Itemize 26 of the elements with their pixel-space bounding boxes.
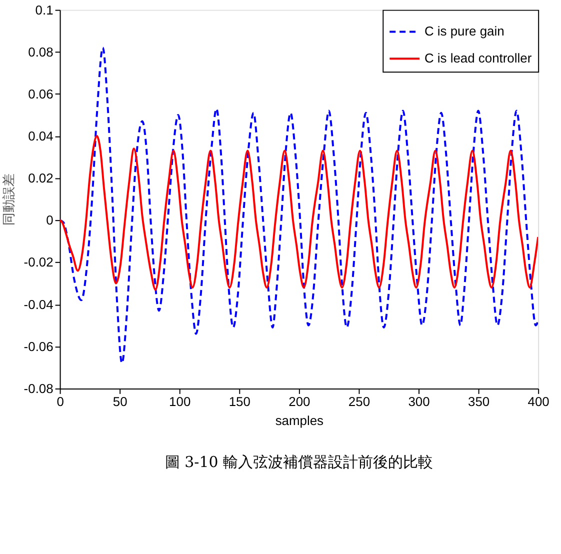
- line-series: [60, 135, 538, 291]
- caption: 圖 3-10 輸入弦波補償器設計前後的比較: [164, 453, 433, 472]
- x-tick-label: 350: [468, 394, 490, 409]
- x-tick-label: 200: [288, 394, 310, 409]
- y-tick-label: 0.1: [35, 2, 54, 18]
- y-tick-label: 0.04: [28, 128, 54, 144]
- y-tick-label: -0.08: [24, 380, 54, 396]
- y-tick-label: -0.02: [24, 254, 54, 270]
- x-tick-label: 50: [112, 394, 128, 409]
- y-tick-label: 0.08: [28, 44, 54, 60]
- x-tick-label: 150: [228, 394, 250, 409]
- y-axis-title: 同動誤差: [2, 174, 17, 226]
- y-tick-label: -0.04: [24, 296, 54, 312]
- x-tick-label: 400: [528, 394, 550, 409]
- y-tick-label: -0.06: [24, 338, 54, 354]
- x-tick-label: 300: [408, 394, 430, 409]
- y-tick-label: 0.06: [28, 86, 54, 102]
- x-axis-title: samples: [275, 412, 324, 428]
- x-tick-label: 250: [348, 394, 370, 409]
- legend-label: C is lead controller: [424, 50, 532, 66]
- x-tick-label: 0: [56, 394, 64, 409]
- y-tick-label: 0: [46, 212, 54, 228]
- line-series: [60, 46, 538, 364]
- y-tick-label: 0.02: [28, 170, 54, 186]
- legend-label: C is pure gain: [424, 24, 504, 39]
- x-tick-label: 100: [169, 394, 191, 409]
